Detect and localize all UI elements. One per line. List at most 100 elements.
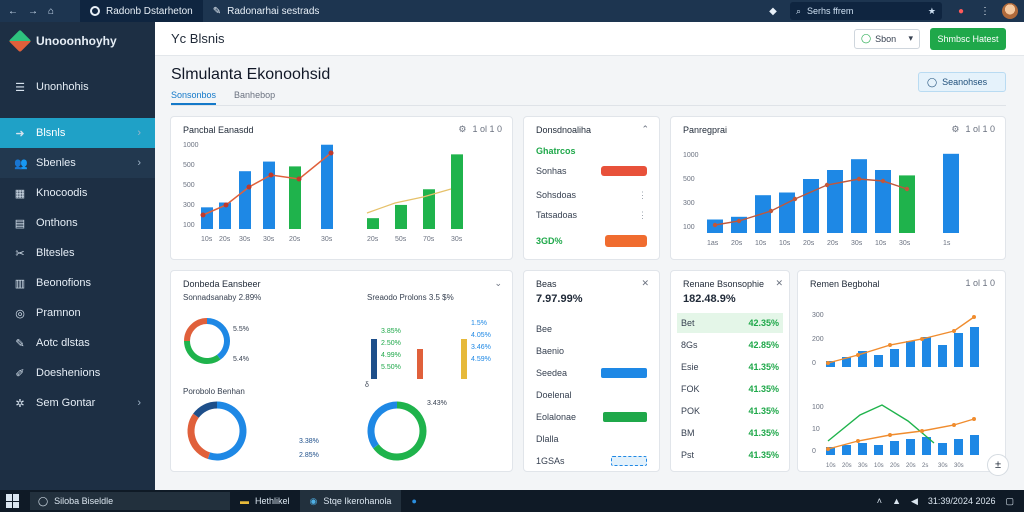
home-icon[interactable]: ⌂: [48, 5, 55, 17]
row-label: BM: [681, 428, 695, 438]
line-point: [246, 184, 252, 190]
sidebar-item-business[interactable]: ➜ Blsnls ›: [0, 118, 155, 148]
list-item: 3GD%: [536, 231, 647, 251]
list-item: Eolalonae: [536, 407, 647, 427]
card-title: Donbeda Eansbeer: [183, 279, 261, 289]
drag-handle-icon[interactable]: ⋮: [638, 209, 647, 220]
x-tick-label: 30s: [858, 463, 868, 469]
taskbar-app-3[interactable]: ●: [401, 490, 426, 512]
line-point: [904, 186, 910, 192]
list-item: Bee: [536, 319, 647, 339]
x-tick-label: 70s: [423, 236, 435, 243]
bar: [875, 170, 891, 233]
card-tools[interactable]: 1 ol 1 0: [965, 278, 995, 288]
bar: [451, 154, 463, 229]
bookmark-star-icon[interactable]: ★: [927, 5, 936, 16]
sidebar-item-settings[interactable]: ✲ Sem Gontar ›: [15, 397, 141, 410]
close-icon[interactable]: ✕: [641, 278, 649, 288]
x-tick-label: 10s: [755, 240, 767, 247]
taskbar-search[interactable]: ◯ Siloba Biseldle: [30, 492, 230, 510]
windows-icon[interactable]: [6, 494, 20, 508]
line-point: [296, 176, 302, 182]
extension-icon[interactable]: ◆: [769, 5, 777, 17]
line-point: [888, 433, 892, 437]
table-row: Pst 41.35%: [677, 445, 783, 465]
drag-handle-icon[interactable]: ⋮: [638, 189, 647, 200]
brand[interactable]: Unooonhoyhy: [0, 22, 155, 60]
back-icon[interactable]: ←: [8, 5, 18, 17]
status-bar: [605, 235, 647, 247]
tab-first[interactable]: Sonsonbos: [171, 90, 217, 105]
header-action-button[interactable]: Shmbsc Hatest: [930, 27, 1006, 50]
chevron-up-icon[interactable]: ⌃: [641, 124, 649, 134]
browser-tab-2[interactable]: ✎ Radonarhai sestrads: [203, 0, 330, 22]
bar: [938, 443, 947, 455]
chart-icon: ▥: [14, 277, 26, 290]
card-tools[interactable]: ⚙ 1 ol 1 0: [951, 124, 995, 134]
zoom-button[interactable]: ±: [987, 454, 1009, 476]
circle-arrow-icon: ➜: [15, 127, 25, 140]
line-point: [972, 315, 976, 319]
chevron-down-icon[interactable]: ⌄: [494, 278, 502, 288]
sidebar-item-users[interactable]: 👥 Sbenles ›: [0, 148, 155, 178]
tab-favicon-icon: [90, 6, 100, 16]
y-tick-label: 100: [683, 224, 695, 231]
sidebar-item-charts[interactable]: ▥ Beonofions: [14, 277, 92, 290]
list-item: Seedea: [536, 363, 647, 383]
sidebar-item-overview[interactable]: ☰ Unonhohis: [15, 81, 89, 94]
chevron-right-icon: ›: [137, 157, 141, 169]
sidebar-item-wrench[interactable]: ✐ Doeshenions: [15, 367, 101, 380]
network-icon[interactable]: ▲: [892, 496, 901, 506]
period-select[interactable]: ◯ Sbon ▾: [854, 28, 920, 49]
chevron-down-icon: ▾: [908, 33, 913, 43]
bar: [842, 445, 851, 455]
row-label: Esie: [681, 362, 699, 372]
list-item: Doelenal: [536, 385, 647, 405]
percent-card: Renane Bsonsophie ✕ 182.48.9% Bet 42.35% 8…: [670, 270, 790, 472]
card-tools[interactable]: ⚙ 1 ol 1 0: [458, 124, 502, 134]
browser-search[interactable]: ⌕ Serhs ffrem ★: [790, 2, 942, 20]
list-card: Beas ✕ 7.97.99% Bee Baenio Seedea Doelenal E…: [523, 270, 660, 472]
sidebar-item-pen[interactable]: ✎ Aotc dlstas: [15, 337, 90, 350]
row-value: 42.35%: [748, 318, 779, 328]
chevron-up-icon[interactable]: ˄: [876, 496, 883, 506]
x-tick-label: 30s: [899, 240, 911, 247]
line-point: [768, 208, 774, 214]
search-icon: ⌕: [796, 5, 802, 16]
row-value: 41.35%: [748, 362, 779, 372]
bar: [890, 441, 899, 455]
bar: [858, 351, 867, 367]
notification-icon[interactable]: ▢: [1005, 495, 1014, 506]
forward-icon[interactable]: →: [28, 5, 38, 17]
sidebar-item-calendar[interactable]: ▦ Knocoodis: [14, 187, 88, 200]
row-label: Pst: [681, 450, 695, 460]
bar: [289, 166, 301, 229]
taskbar-app-2[interactable]: ◉ Stqe Ikerohanola: [299, 490, 402, 512]
close-icon[interactable]: ✕: [775, 278, 783, 288]
sidebar-item-documents[interactable]: ▤ Onthons: [14, 217, 78, 230]
tab-second[interactable]: Banhebop: [234, 90, 276, 100]
bar-line-chart: 1000 500 500 300 100 10s 20s 30s 30s 20s 30s 20s 50s…: [183, 142, 463, 243]
edge-icon: ●: [411, 496, 417, 506]
series-line: [827, 418, 975, 450]
taskbar-app-1[interactable]: ▬ Hethlikel: [240, 496, 290, 506]
volume-icon[interactable]: ◀: [910, 495, 918, 506]
plus-icon: ±: [994, 459, 1002, 471]
notification-icon[interactable]: ●: [957, 5, 965, 17]
card-subtitle: Porobolo Benhan: [183, 387, 245, 396]
avatar[interactable]: [1002, 3, 1018, 19]
bar: [943, 153, 959, 233]
row-value: 41.35%: [748, 406, 779, 416]
sidebar-item-target[interactable]: ◎ Pramnon: [15, 307, 81, 320]
more-icon[interactable]: ⋮: [980, 5, 990, 17]
row-value: 42.85%: [748, 340, 779, 350]
y-tick-label: 100: [812, 404, 824, 411]
x-tick-label: 10s: [779, 240, 791, 247]
y-tick-label: 500: [183, 182, 195, 189]
page-search-button[interactable]: ◯ Seanohses: [918, 72, 1006, 92]
bar: [970, 435, 979, 455]
table-row: Bet 42.35%: [677, 313, 783, 333]
sidebar-item-tools[interactable]: ✂ Bltesles: [15, 247, 75, 260]
browser-tab-1[interactable]: Radonb Dstarheton: [80, 0, 203, 22]
bar: [827, 170, 843, 233]
